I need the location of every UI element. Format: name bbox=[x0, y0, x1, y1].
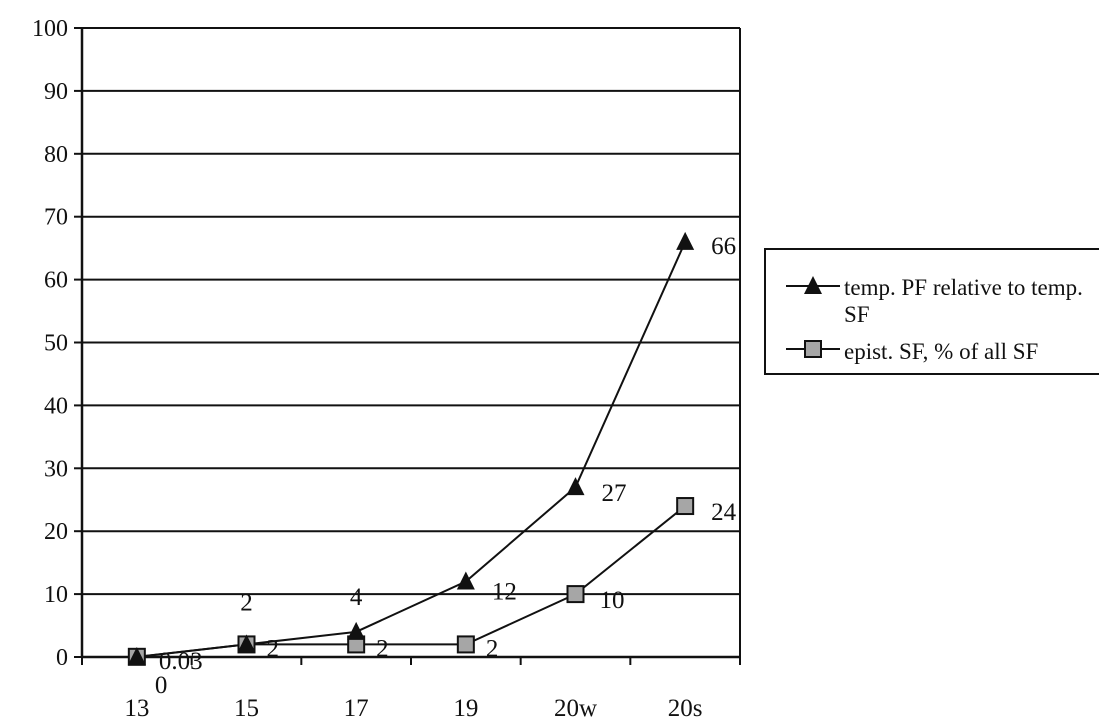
y-tick-label: 20 bbox=[44, 519, 68, 545]
square-marker-icon bbox=[786, 340, 840, 358]
y-tick-label: 90 bbox=[44, 79, 68, 105]
data-label: 2 bbox=[240, 589, 253, 616]
square-point bbox=[566, 585, 585, 604]
y-tick-label: 100 bbox=[32, 16, 68, 42]
data-label: 2 bbox=[376, 635, 389, 662]
data-label: 2 bbox=[486, 635, 499, 662]
data-label: 10 bbox=[600, 587, 625, 614]
legend-label-epist-sf: epist. SF, % of all SF bbox=[844, 339, 1039, 364]
legend-item-temp-pf: temp. PF relative to temp. SF bbox=[786, 274, 1094, 328]
legend-label-temp-pf: temp. PF relative to temp. SF bbox=[844, 275, 1083, 327]
data-label: 0.03 bbox=[159, 648, 203, 675]
triangle-point bbox=[127, 647, 146, 665]
y-tick-label: 30 bbox=[44, 456, 68, 482]
legend: temp. PF relative to temp. SF epist. SF,… bbox=[764, 248, 1099, 375]
data-label: 2 bbox=[267, 635, 280, 662]
y-tick-label: 50 bbox=[44, 331, 68, 357]
triangle-point bbox=[237, 634, 256, 653]
triangle-marker-icon bbox=[786, 276, 840, 294]
x-tick-label: 20w bbox=[554, 695, 597, 722]
series-line-1 bbox=[136, 505, 686, 658]
x-tick-label: 17 bbox=[344, 695, 369, 722]
y-tick-label: 70 bbox=[44, 205, 68, 231]
x-tick-label: 15 bbox=[234, 695, 259, 722]
x-tick-label: 20s bbox=[668, 695, 703, 722]
triangle-point bbox=[676, 231, 695, 250]
data-label: 27 bbox=[602, 480, 627, 507]
triangle-point bbox=[566, 477, 585, 496]
y-tick-label: 80 bbox=[44, 142, 68, 168]
data-label: 66 bbox=[711, 233, 736, 260]
triangle-point bbox=[456, 571, 475, 590]
data-label: 4 bbox=[350, 584, 363, 611]
square-point bbox=[456, 635, 475, 654]
square-point bbox=[676, 497, 695, 516]
data-label: 12 bbox=[492, 579, 517, 606]
y-tick-label: 40 bbox=[44, 393, 68, 419]
x-tick-label: 13 bbox=[124, 695, 149, 722]
x-tick-label: 19 bbox=[453, 695, 478, 722]
triangle-point bbox=[347, 621, 366, 640]
y-tick-label: 60 bbox=[44, 268, 68, 294]
y-tick-label: 10 bbox=[44, 582, 68, 608]
y-tick-label: 0 bbox=[56, 645, 68, 671]
legend-item-epist-sf: epist. SF, % of all SF bbox=[786, 338, 1094, 365]
data-label: 0 bbox=[155, 672, 168, 699]
data-label: 24 bbox=[711, 499, 737, 526]
